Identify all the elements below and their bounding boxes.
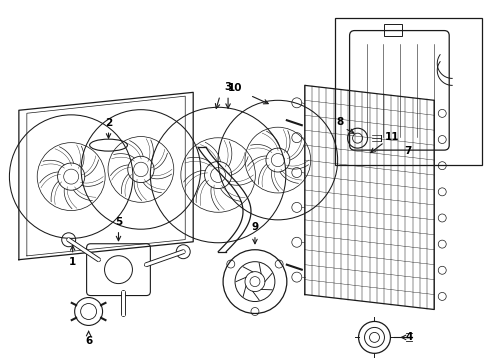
Text: 10: 10 — [228, 84, 242, 93]
Text: 5: 5 — [115, 217, 122, 227]
Text: 11: 11 — [385, 132, 400, 142]
Bar — [385, 24, 402, 36]
Bar — [335, 18, 482, 165]
Text: 4: 4 — [406, 332, 413, 342]
Text: 6: 6 — [85, 336, 92, 346]
Text: 3: 3 — [224, 82, 232, 93]
Text: 1: 1 — [69, 257, 76, 267]
Text: 8: 8 — [336, 117, 343, 127]
Text: 9: 9 — [251, 222, 259, 232]
Text: 7: 7 — [405, 146, 412, 156]
Text: 2: 2 — [105, 118, 112, 128]
